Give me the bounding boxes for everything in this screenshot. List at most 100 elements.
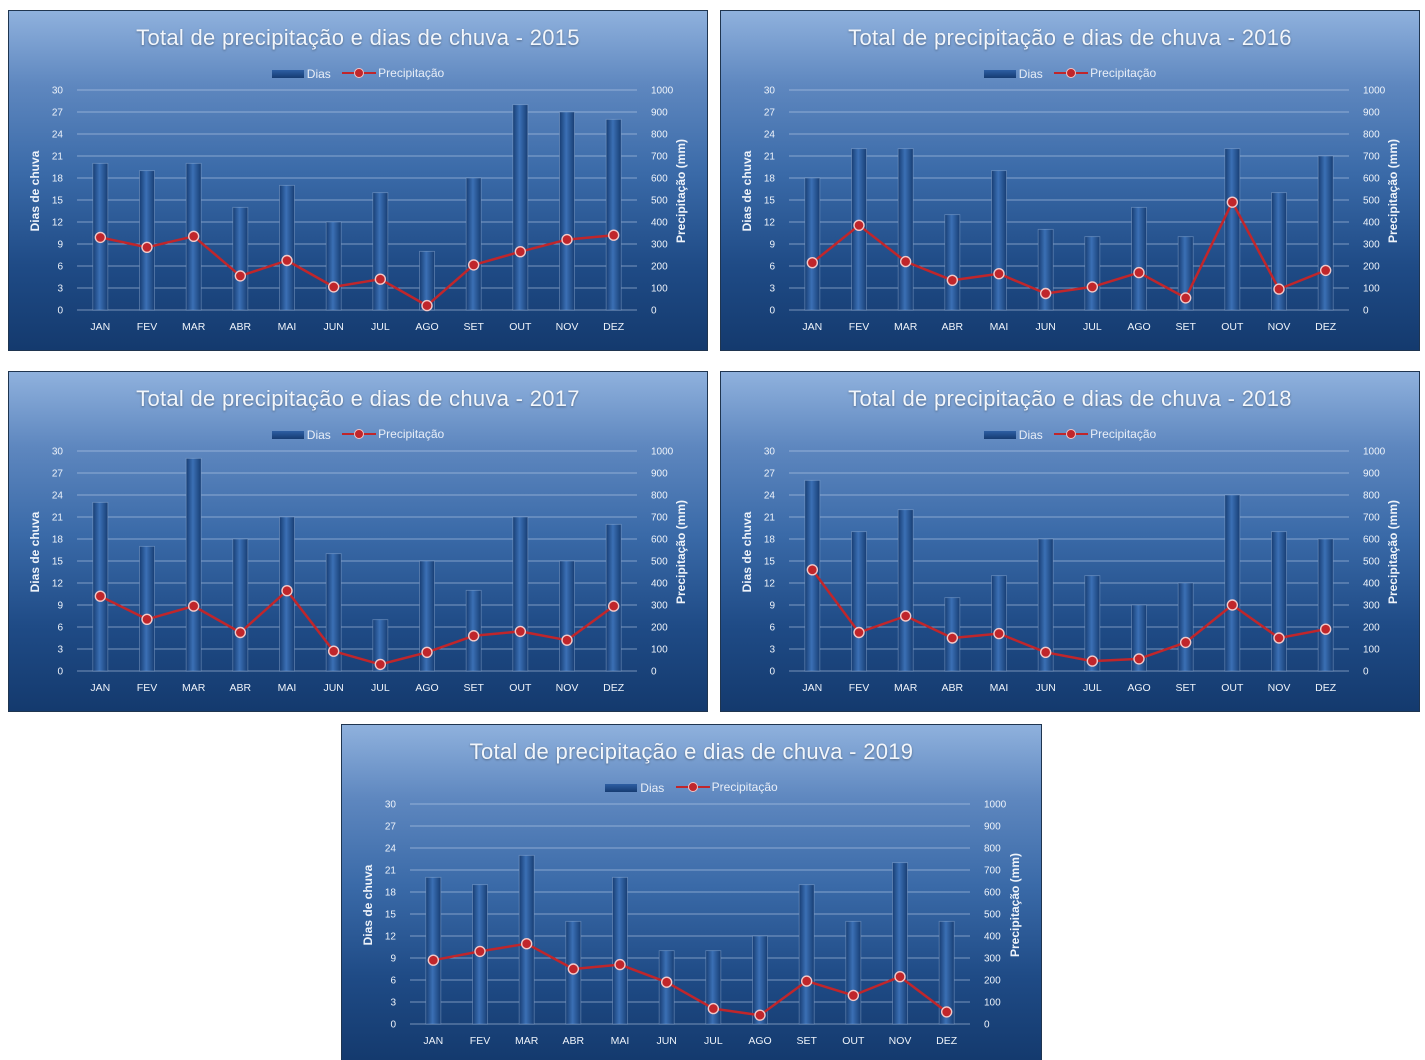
chart-legend: Dias Precipitação bbox=[9, 427, 707, 442]
x-tick-label: FEV bbox=[470, 1035, 490, 1047]
chart-plot: 0369121518212427300100200300400500600700… bbox=[764, 447, 1386, 695]
bar-dias-fev bbox=[851, 531, 867, 672]
bar-dias-dez bbox=[938, 920, 955, 1025]
y2-tick-label: 0 bbox=[651, 667, 657, 678]
x-tick-label: MAI bbox=[278, 682, 297, 694]
y2-tick-label: 100 bbox=[1363, 284, 1380, 295]
legend-item-dias: Dias bbox=[983, 67, 1043, 81]
y-tick-label: 0 bbox=[57, 306, 63, 317]
legend-label-dias: Dias bbox=[640, 781, 665, 795]
y2-tick-label: 0 bbox=[984, 1020, 990, 1031]
bar-dias-jul bbox=[1084, 575, 1101, 672]
point-precipitacao-mar bbox=[899, 610, 912, 622]
bar-dias-jun bbox=[325, 553, 342, 672]
y2-tick-label: 600 bbox=[1363, 174, 1380, 185]
y-tick-label: 3 bbox=[390, 998, 396, 1009]
y-tick-label: 18 bbox=[385, 888, 397, 899]
bar-dias-ago bbox=[1131, 604, 1147, 672]
x-tick-label: SET bbox=[1175, 682, 1196, 694]
line-precipitacao bbox=[433, 942, 948, 1017]
bar-dias-fev bbox=[139, 545, 155, 672]
legend-item-precipitacao: Precipitação bbox=[675, 780, 778, 794]
bar-dias-abr bbox=[232, 206, 249, 311]
x-tick-label: JUL bbox=[1083, 321, 1102, 333]
x-tick-label: JAN bbox=[90, 321, 110, 333]
bar-dias-dez bbox=[605, 118, 622, 311]
point-precipitacao-nov bbox=[561, 233, 573, 246]
y-tick-label: 3 bbox=[57, 284, 63, 295]
point-precipitacao-jul bbox=[1086, 655, 1099, 667]
chart-title: Total de precipitação e dias de chuva - … bbox=[848, 386, 1292, 411]
legend-label-precipitacao: Precipitação bbox=[711, 780, 778, 794]
point-precipitacao-ago bbox=[421, 646, 433, 658]
x-tick-label: ABR bbox=[230, 321, 252, 333]
y-tick-label: 27 bbox=[764, 108, 776, 119]
x-tick-label: AGO bbox=[748, 1035, 771, 1047]
y-tick-label: 9 bbox=[769, 240, 775, 251]
y-tick-label: 3 bbox=[769, 645, 775, 656]
chart-title: Total de precipitação e dias de chuva - … bbox=[136, 386, 580, 411]
legend-line-swatch bbox=[342, 429, 377, 439]
point-precipitacao-jan bbox=[94, 590, 107, 602]
x-tick-label: DEZ bbox=[1315, 321, 1337, 333]
x-tick-label: NOV bbox=[556, 321, 579, 333]
point-precipitacao-jan bbox=[806, 564, 819, 576]
y-tick-label: 24 bbox=[52, 130, 64, 141]
y-tick-label: 24 bbox=[385, 844, 397, 855]
point-precipitacao-fev bbox=[853, 219, 865, 232]
y2-tick-label: 100 bbox=[651, 284, 668, 295]
x-tick-label: NOV bbox=[1268, 321, 1291, 333]
y2-tick-label: 500 bbox=[984, 910, 1001, 921]
y-tick-label: 21 bbox=[764, 513, 776, 524]
x-tick-label: ABR bbox=[942, 321, 964, 333]
x-tick-label: JUL bbox=[704, 1035, 723, 1047]
y-tick-label: 15 bbox=[52, 557, 64, 568]
y2-tick-label: 600 bbox=[984, 888, 1001, 899]
y2-tick-label: 300 bbox=[984, 954, 1001, 965]
y2-tick-label: 400 bbox=[1363, 579, 1380, 590]
chart-panel-2018: Total de precipitação e dias de chuva - … bbox=[720, 371, 1420, 712]
x-tick-label: FEV bbox=[849, 682, 869, 694]
bar-dias-out bbox=[512, 516, 529, 672]
point-precipitacao-abr bbox=[946, 274, 959, 286]
bar-dias-jul bbox=[1084, 236, 1101, 311]
x-tick-label: MAI bbox=[990, 321, 1009, 333]
bar-dias-mar bbox=[897, 148, 914, 311]
bar-dias-set bbox=[465, 177, 482, 311]
point-precipitacao-jan bbox=[94, 231, 107, 244]
bar-dias-ago bbox=[419, 560, 435, 672]
point-precipitacao-jul bbox=[374, 273, 387, 285]
point-precipitacao-dez bbox=[1319, 264, 1332, 277]
point-precipitacao-ago bbox=[754, 1009, 766, 1021]
chart-panel-2016: Total de precipitação e dias de chuva - … bbox=[720, 10, 1420, 351]
bar-dias-mai bbox=[279, 184, 295, 311]
y2-tick-label: 1000 bbox=[984, 800, 1007, 811]
y-tick-label: 18 bbox=[52, 535, 64, 546]
point-precipitacao-jul bbox=[1086, 281, 1099, 293]
x-tick-label: JUL bbox=[371, 321, 390, 333]
y-tick-label: 9 bbox=[57, 240, 63, 251]
bar-dias-mai bbox=[991, 575, 1007, 672]
y-tick-label: 6 bbox=[390, 976, 396, 987]
point-precipitacao-set bbox=[800, 975, 813, 987]
y-tick-label: 3 bbox=[57, 645, 63, 656]
y-tick-label: 6 bbox=[57, 623, 63, 634]
y-tick-label: 24 bbox=[52, 491, 64, 502]
point-precipitacao-mai bbox=[281, 584, 293, 597]
bar-dias-jul bbox=[372, 619, 389, 672]
line-precipitacao bbox=[811, 200, 1327, 300]
y2-tick-label: 100 bbox=[651, 645, 668, 656]
point-precipitacao-abr bbox=[567, 963, 580, 975]
y2-tick-label: 0 bbox=[1363, 306, 1369, 317]
y-tick-label: 27 bbox=[52, 108, 64, 119]
y-tick-label: 12 bbox=[764, 579, 776, 590]
x-tick-label: AGO bbox=[415, 321, 438, 333]
x-tick-label: MAR bbox=[894, 682, 918, 694]
x-tick-label: MAI bbox=[278, 321, 297, 333]
point-precipitacao-set bbox=[1179, 292, 1192, 304]
x-tick-label: AGO bbox=[1127, 682, 1150, 694]
point-precipitacao-mai bbox=[281, 254, 293, 267]
bar-dias-dez bbox=[1317, 155, 1334, 311]
y-tick-label: 30 bbox=[52, 86, 64, 97]
point-precipitacao-dez bbox=[1319, 623, 1332, 635]
